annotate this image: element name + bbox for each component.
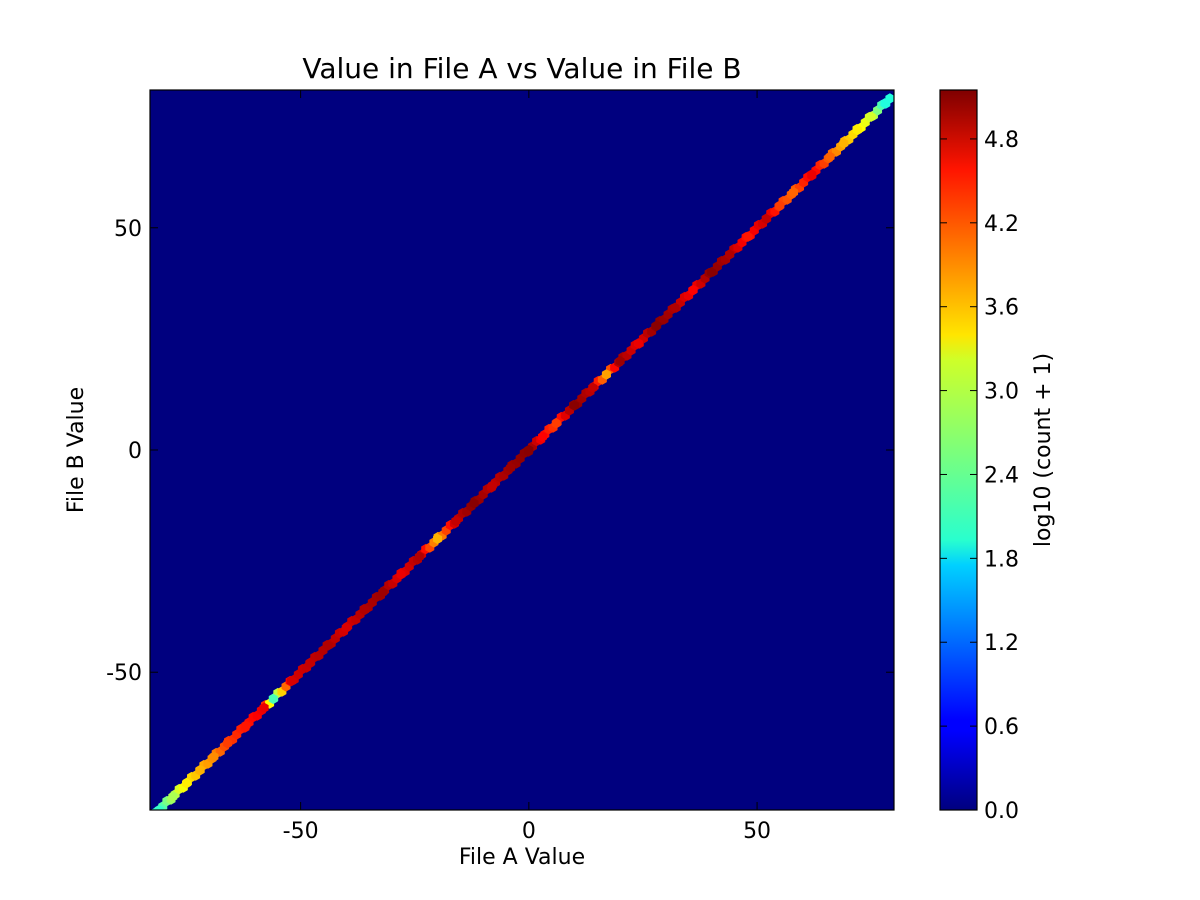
x-axis-label: File A Value — [459, 845, 585, 870]
hex-bin-point — [789, 187, 799, 198]
colorbar-tick-label: 0.6 — [984, 715, 1019, 740]
colorbar-tick-label: 2.4 — [984, 463, 1019, 488]
hex-bin-point — [168, 791, 178, 802]
hex-bin-point — [852, 124, 862, 136]
hex-bin-point — [569, 400, 579, 411]
hex-bin-point — [286, 675, 296, 687]
hex-bin-point — [601, 369, 611, 380]
hex-bin-point — [182, 778, 192, 789]
hex-bin-point — [433, 533, 443, 545]
hex-bin-point — [414, 551, 424, 562]
hex-bin-point — [775, 200, 785, 211]
colorbar-tick-label: 1.8 — [984, 547, 1019, 572]
hex-bin-point — [268, 693, 278, 705]
hex-bin-point — [305, 658, 315, 669]
hex-bin-point — [725, 249, 735, 260]
hex-bin-point — [154, 804, 164, 810]
colorbar-tick-label: 3.0 — [984, 380, 1019, 405]
hex-bin-point — [588, 382, 598, 393]
hex-bin-point — [807, 169, 817, 180]
colorbar-label: log10 (count + 1) — [1031, 353, 1056, 547]
hex-bin-point — [469, 498, 479, 509]
hex-bin-point — [506, 462, 516, 473]
hex-bin-point — [378, 587, 388, 598]
hex-bin-point — [209, 751, 219, 762]
y-tick-label: -50 — [106, 661, 142, 686]
chart-title: Value in File A vs Value in File B — [302, 52, 741, 85]
colorbar-ticks: 0.0 0.6 1.2 1.8 2.4 3.0 3.6 4.2 4.8 — [940, 128, 1019, 824]
hex-bin-point — [551, 418, 561, 429]
x-axis-ticks: -50 0 50 — [283, 90, 771, 844]
hex-bin-point — [706, 267, 716, 278]
hex-bin-point — [825, 151, 835, 162]
y-axis-ticks: -50 0 50 — [106, 217, 894, 686]
hexbin-layer — [150, 93, 894, 810]
hex-bin-point — [259, 702, 269, 713]
hex-bin-point — [615, 355, 625, 367]
hex-bin-point — [866, 111, 876, 122]
hex-bin-point — [670, 302, 680, 313]
x-tick-label: -50 — [283, 819, 319, 844]
hex-bin-point — [360, 604, 370, 616]
hex-bin-point — [761, 213, 771, 225]
y-tick-label: 0 — [128, 439, 142, 464]
y-axis-label: File B Value — [64, 387, 89, 513]
y-tick-label: 50 — [114, 217, 142, 242]
hex-bin-point — [195, 764, 205, 776]
hex-bin-point — [396, 569, 406, 580]
colorbar — [939, 89, 978, 811]
colorbar-tick-label: 1.2 — [984, 631, 1019, 656]
x-tick-label: 0 — [522, 819, 536, 844]
hex-bin-point — [241, 720, 251, 731]
hex-bin-point — [633, 338, 643, 349]
colorbar-tick-label: 4.8 — [984, 128, 1019, 153]
hex-bin-point — [880, 98, 890, 109]
hex-bin-point — [652, 320, 662, 331]
hex-bin-point — [451, 515, 461, 527]
colorbar-tick-label: 4.2 — [984, 212, 1019, 237]
hex-bin-point — [341, 622, 351, 633]
colorbar-tick-label: 3.6 — [984, 296, 1019, 321]
hex-bin-point — [487, 480, 497, 491]
hex-bin-point — [323, 640, 333, 651]
x-tick-label: 50 — [743, 819, 771, 844]
hex-bin-point — [223, 738, 233, 749]
hex-bin-point — [743, 231, 753, 242]
colorbar-tick-label: 0.0 — [984, 799, 1019, 824]
hex-bin-point — [839, 138, 849, 149]
hex-bin-point — [688, 284, 698, 296]
hex-bin-point — [538, 431, 548, 442]
hex-bin-point — [524, 444, 534, 456]
